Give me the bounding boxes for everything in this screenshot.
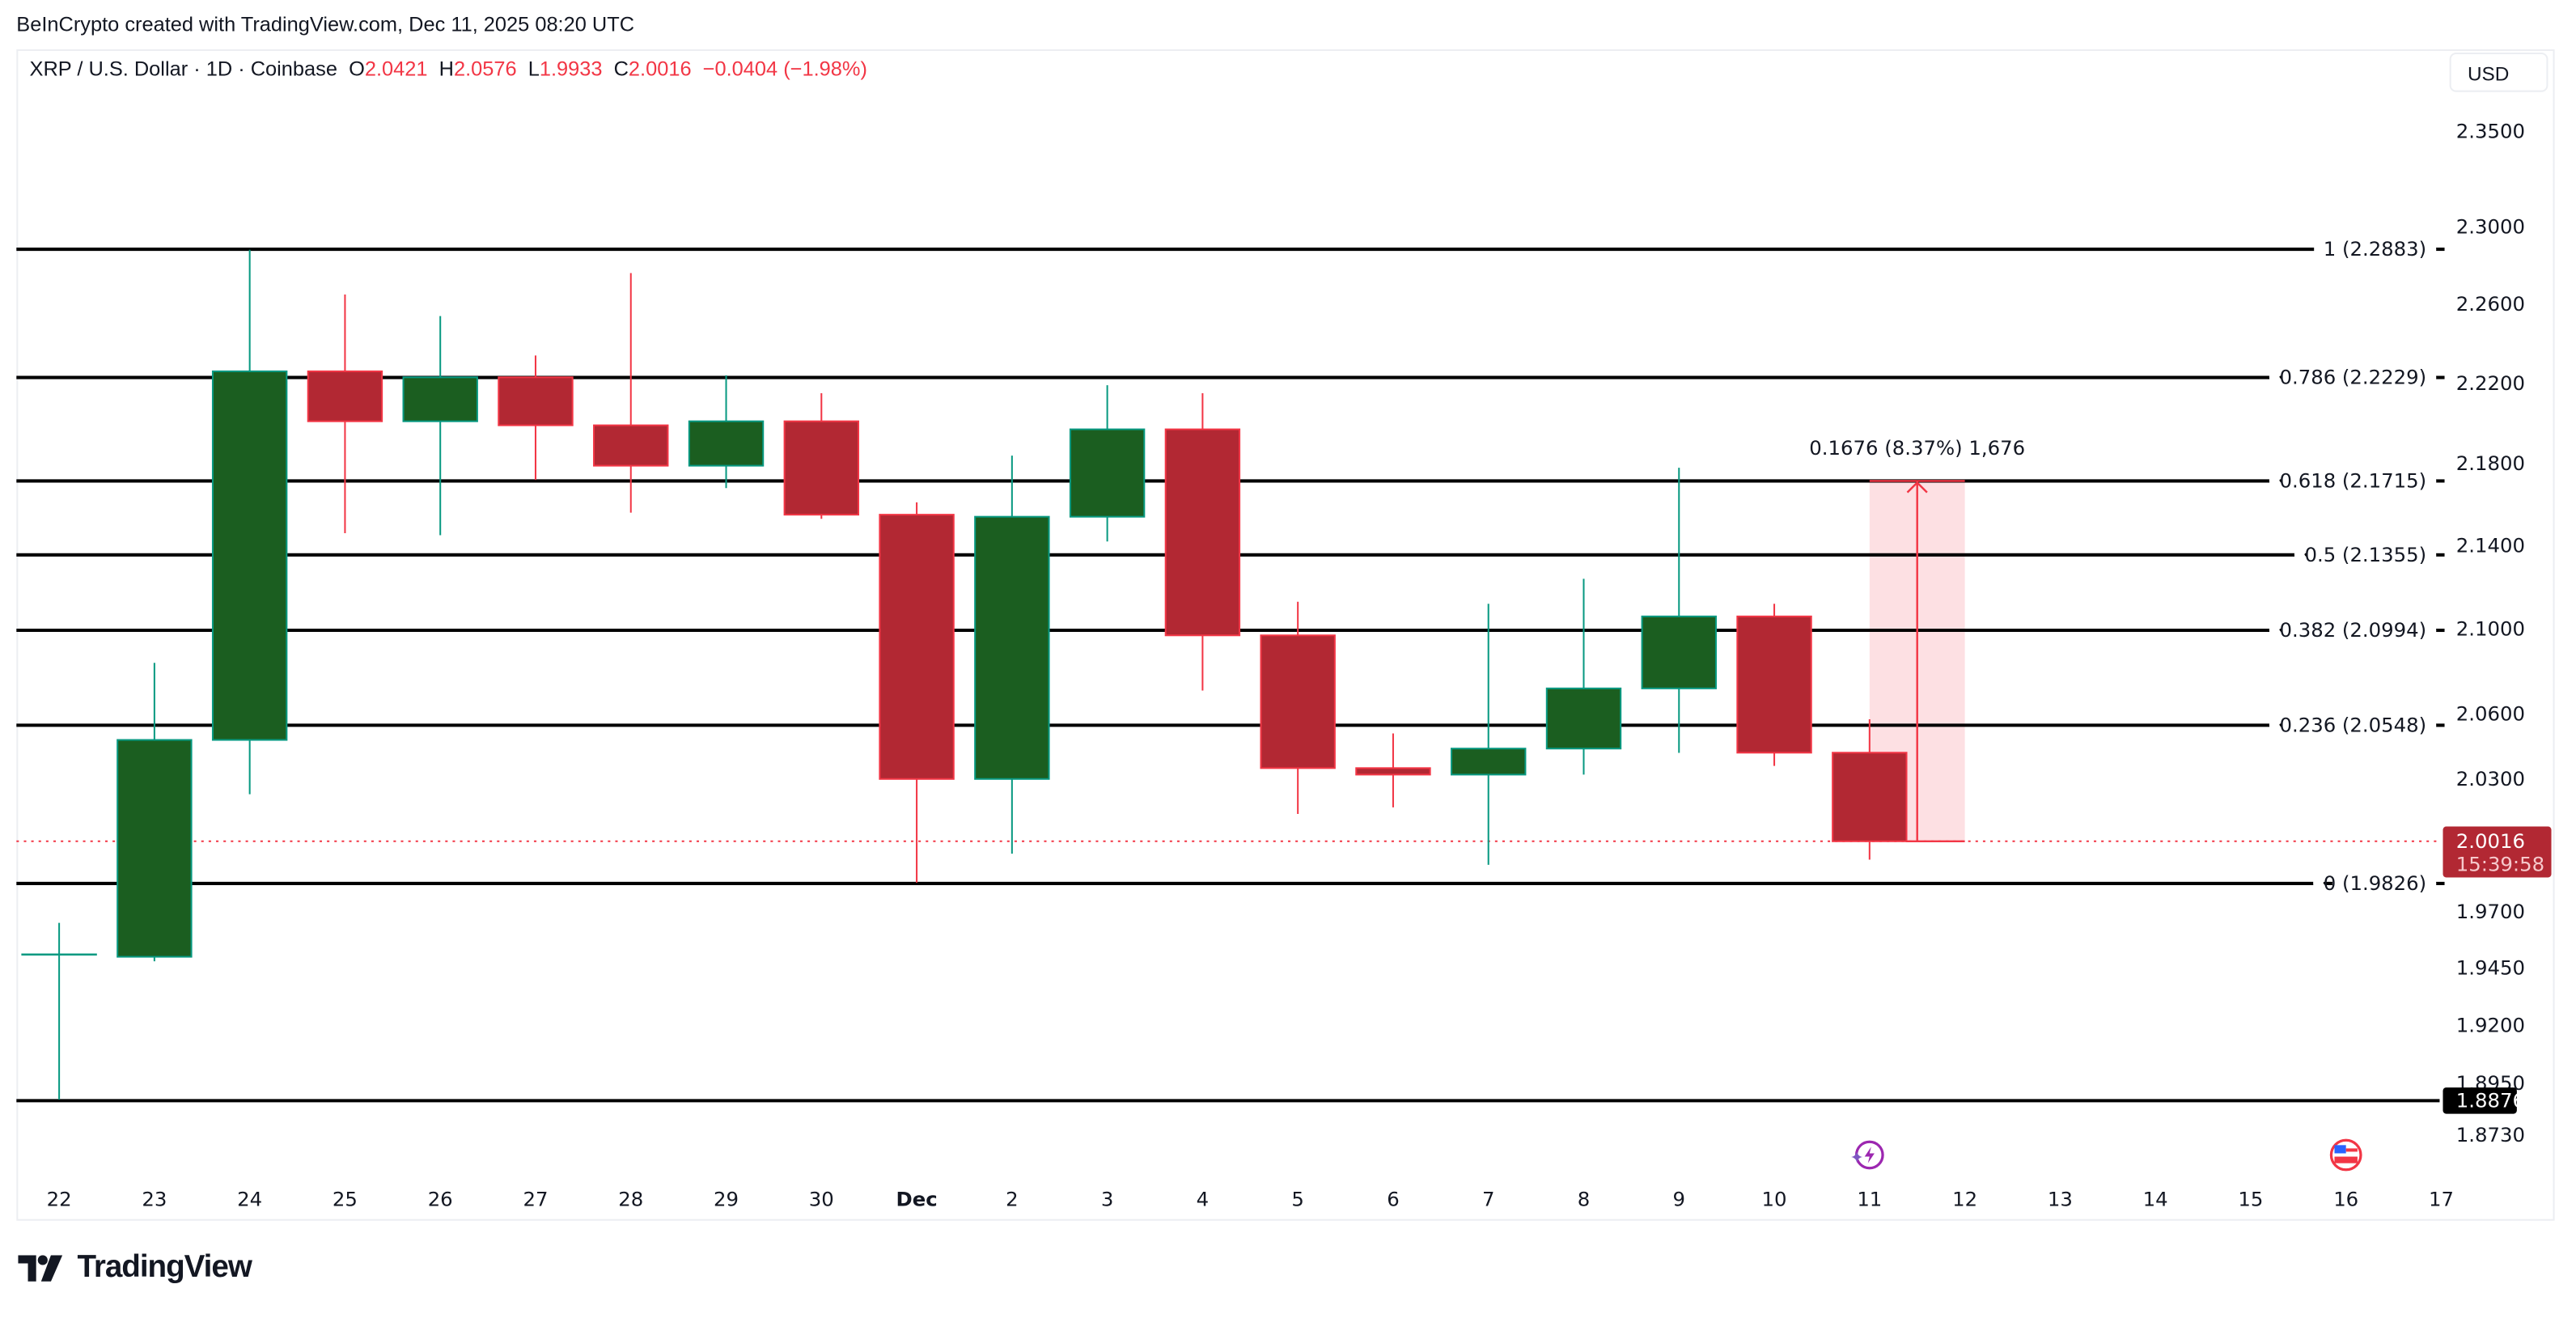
x-tick-label: 22: [47, 1187, 72, 1210]
open-value: 2.0421: [364, 57, 428, 81]
y-tick-label: 2.1000: [2456, 617, 2525, 641]
close-value: 2.0016: [628, 57, 692, 81]
us-flag-canton: [2334, 1145, 2346, 1154]
candle-body: [1069, 428, 1146, 518]
last-price-label: 2.0016: [2456, 829, 2525, 853]
candle-body: [974, 515, 1050, 780]
x-tick-label: 23: [142, 1187, 167, 1210]
x-tick-label: 24: [237, 1187, 262, 1210]
last-price-tag: [2443, 826, 2552, 878]
candle-body: [1832, 752, 1908, 842]
sparkle-icon: ✦: [1849, 1150, 1863, 1168]
countdown-label: 15:39:58: [2456, 852, 2544, 875]
x-tick-label: 28: [618, 1187, 643, 1210]
symbol-legend: XRP / U.S. Dollar · 1D · Coinbase O2.042…: [30, 57, 867, 80]
x-tick-label: 29: [714, 1187, 739, 1210]
fib-level-label: 0.236 (2.0548): [2279, 714, 2426, 737]
fib-level-label: 1 (2.2883): [2324, 237, 2426, 261]
x-tick-label: 6: [1387, 1187, 1400, 1210]
y-tick-label: 2.0600: [2456, 702, 2525, 726]
symbol-name[interactable]: XRP / U.S. Dollar · 1D · Coinbase: [29, 57, 337, 81]
candle-body: [1451, 748, 1527, 776]
fib-level-label: 0.382 (2.0994): [2279, 618, 2426, 642]
y-tick-label: 2.3500: [2456, 120, 2525, 143]
y-tick-label: 2.3000: [2456, 214, 2525, 238]
y-tick-label: 2.2600: [2456, 292, 2525, 316]
us-flag-stripe: [2334, 1156, 2358, 1163]
fib-level-label: 0 (1.9826): [2324, 871, 2426, 895]
high-value: 2.0576: [453, 57, 517, 81]
fib-level-label: 0.5 (2.1355): [2304, 543, 2426, 566]
y-tick-label: 1.8730: [2456, 1123, 2525, 1146]
candle-body: [1260, 634, 1336, 769]
x-tick-label: 4: [1197, 1187, 1210, 1210]
candle-body: [879, 514, 955, 780]
x-tick-label: 3: [1101, 1187, 1114, 1210]
us-flag-stripe: [2345, 1148, 2358, 1152]
low-label: L: [527, 57, 540, 81]
x-tick-label: 15: [2238, 1187, 2263, 1210]
close-label: C: [613, 57, 629, 81]
measure-label: 0.1676 (8.37%) 1,676: [1809, 436, 2025, 460]
y-tick-label: 1.9450: [2456, 956, 2525, 980]
candle-body: [117, 739, 193, 958]
candle-body: [1736, 615, 1812, 754]
horizontal-line-price-label: 1.8876: [2456, 1088, 2525, 1112]
tradingview-logo-icon: [18, 1255, 63, 1282]
x-tick-label: 12: [1952, 1187, 1977, 1210]
candle-body: [688, 420, 765, 467]
currency-button[interactable]: USD: [2449, 52, 2548, 92]
horizontal-line-price-tag: [2443, 1087, 2517, 1114]
tradingview-logo[interactable]: TradingView: [18, 1250, 252, 1286]
candle-body: [1355, 767, 1431, 776]
x-tick-label: 5: [1291, 1187, 1304, 1210]
candle-body: [1545, 687, 1622, 750]
x-tick-label: 2: [1006, 1187, 1019, 1210]
logo-text: TradingView: [77, 1250, 252, 1285]
open-label: O: [349, 57, 365, 81]
x-tick-label: 26: [428, 1187, 453, 1210]
low-value: 1.9933: [539, 57, 603, 81]
y-tick-label: 2.1400: [2456, 533, 2525, 557]
x-tick-label: Dec: [896, 1187, 937, 1210]
chart-frame: [16, 49, 2555, 1221]
fib-level-label: 0.618 (2.1715): [2279, 469, 2426, 493]
x-tick-label: 10: [1762, 1187, 1787, 1210]
us-flag-icon: [2329, 1138, 2362, 1172]
measure-arrow-head-icon: [1906, 481, 1928, 494]
x-tick-label: 30: [809, 1187, 834, 1210]
x-tick-label: 13: [2048, 1187, 2073, 1210]
y-tick-label: 2.0300: [2456, 767, 2525, 790]
x-tick-label: 25: [333, 1187, 358, 1210]
candle-body: [1164, 428, 1241, 637]
candle-body: [1641, 615, 1717, 689]
y-tick-label: 1.9700: [2456, 900, 2525, 923]
x-tick-label: 11: [1857, 1187, 1882, 1210]
x-tick-label: 17: [2429, 1187, 2454, 1210]
candle-body: [211, 370, 288, 741]
high-label: H: [439, 57, 454, 81]
y-tick-label: 2.1800: [2456, 451, 2525, 475]
credit-text: BeInCrypto created with TradingView.com,…: [16, 13, 635, 36]
x-tick-label: 8: [1578, 1187, 1591, 1210]
y-tick-label: 1.9200: [2456, 1013, 2525, 1036]
x-tick-label: 9: [1673, 1187, 1686, 1210]
candle-body: [783, 420, 860, 516]
fib-level-label: 0.786 (2.2229): [2279, 366, 2426, 389]
x-tick-label: 14: [2143, 1187, 2168, 1210]
x-tick-label: 27: [523, 1187, 548, 1210]
candle-body: [402, 376, 478, 422]
change-value: −0.0404 (−1.98%): [702, 57, 867, 81]
lightning-bolt-icon: [1864, 1146, 1875, 1163]
candle-body: [593, 424, 669, 467]
y-tick-label: 2.2200: [2456, 371, 2525, 395]
candle-body: [498, 376, 574, 426]
candle-body: [307, 370, 383, 422]
x-tick-label: 7: [1482, 1187, 1495, 1210]
x-tick-label: 16: [2333, 1187, 2358, 1210]
